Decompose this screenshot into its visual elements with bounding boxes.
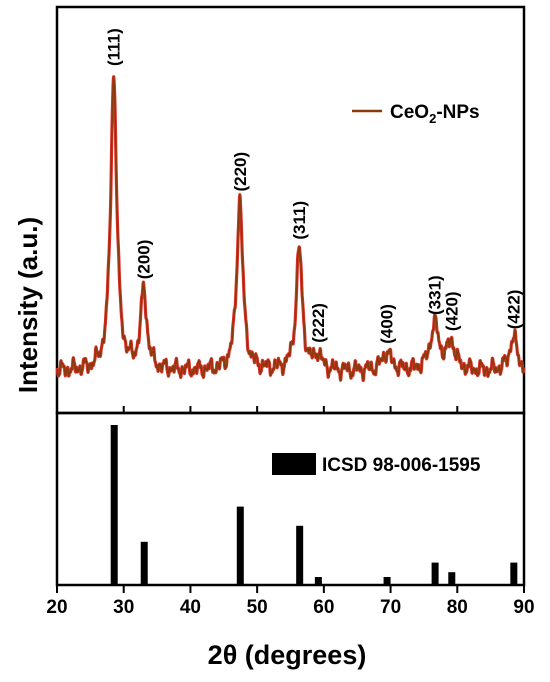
x-tick-label: 70 [380, 597, 401, 618]
spectrum-line [56, 75, 525, 382]
reference-bar-0 [110, 425, 118, 585]
reference-legend: ICSD 98-006-1595 [272, 453, 481, 476]
bottom-panel: 20 30 40 50 60 70 80 90 ICSD 98-006-1595 [46, 411, 535, 618]
peak-label-2: (220) [231, 152, 250, 192]
top-panel: (111) (200) (220) (311) (222) (400) (331)(420)… [55, 5, 526, 415]
peak-label-3: (311) [290, 201, 309, 240]
reference-bar-7 [448, 572, 456, 585]
x-tick-label: 50 [247, 597, 268, 618]
spectrum-legend-label: CeO2-NPs [390, 102, 480, 126]
peak-label-1: (200) [135, 240, 154, 280]
x-tick-label: 80 [447, 597, 468, 618]
reference-legend-label: ICSD 98-006-1595 [322, 455, 481, 476]
x-tick-label: 40 [180, 597, 201, 618]
x-tick-label: 60 [313, 597, 334, 618]
peak-label-8: (422) [504, 290, 523, 330]
reference-bars [110, 425, 518, 585]
reference-bar-5 [383, 577, 391, 585]
peak-label-6: (331) [426, 275, 445, 315]
x-tick-label: 30 [113, 597, 134, 618]
reference-bar-8 [510, 562, 518, 585]
reference-legend-swatch [272, 453, 316, 475]
x-axis-ticks: 20 30 40 50 60 70 80 90 [46, 585, 535, 618]
legend-label-main: CeO [390, 102, 429, 123]
peak-label-5: (400) [378, 304, 397, 344]
reference-bar-1 [140, 541, 148, 585]
reference-bar-2 [236, 506, 244, 585]
bottom-panel-frame [55, 411, 526, 587]
y-axis-title: Intensity (a.u.) [13, 217, 43, 393]
x-tick-label: 90 [513, 597, 534, 618]
x-tick-label: 20 [46, 597, 67, 618]
reference-bar-6 [431, 562, 439, 585]
spectrum-legend: CeO2-NPs [352, 102, 480, 126]
reference-bar-3 [296, 525, 304, 585]
peak-label-4: (222) [309, 303, 328, 343]
peak-labels: (111) (200) (220) (311) (222) (400) (331)(420)… [105, 28, 524, 344]
reference-bar-4 [314, 577, 322, 585]
peak-label-0: (111) [105, 28, 124, 66]
peak-label-7: (420) [442, 291, 461, 331]
legend-label-suffix: -NPs [436, 102, 479, 123]
legend-label-subscript: 2 [429, 111, 436, 126]
x-axis-title: 2θ (degrees) [208, 640, 367, 670]
